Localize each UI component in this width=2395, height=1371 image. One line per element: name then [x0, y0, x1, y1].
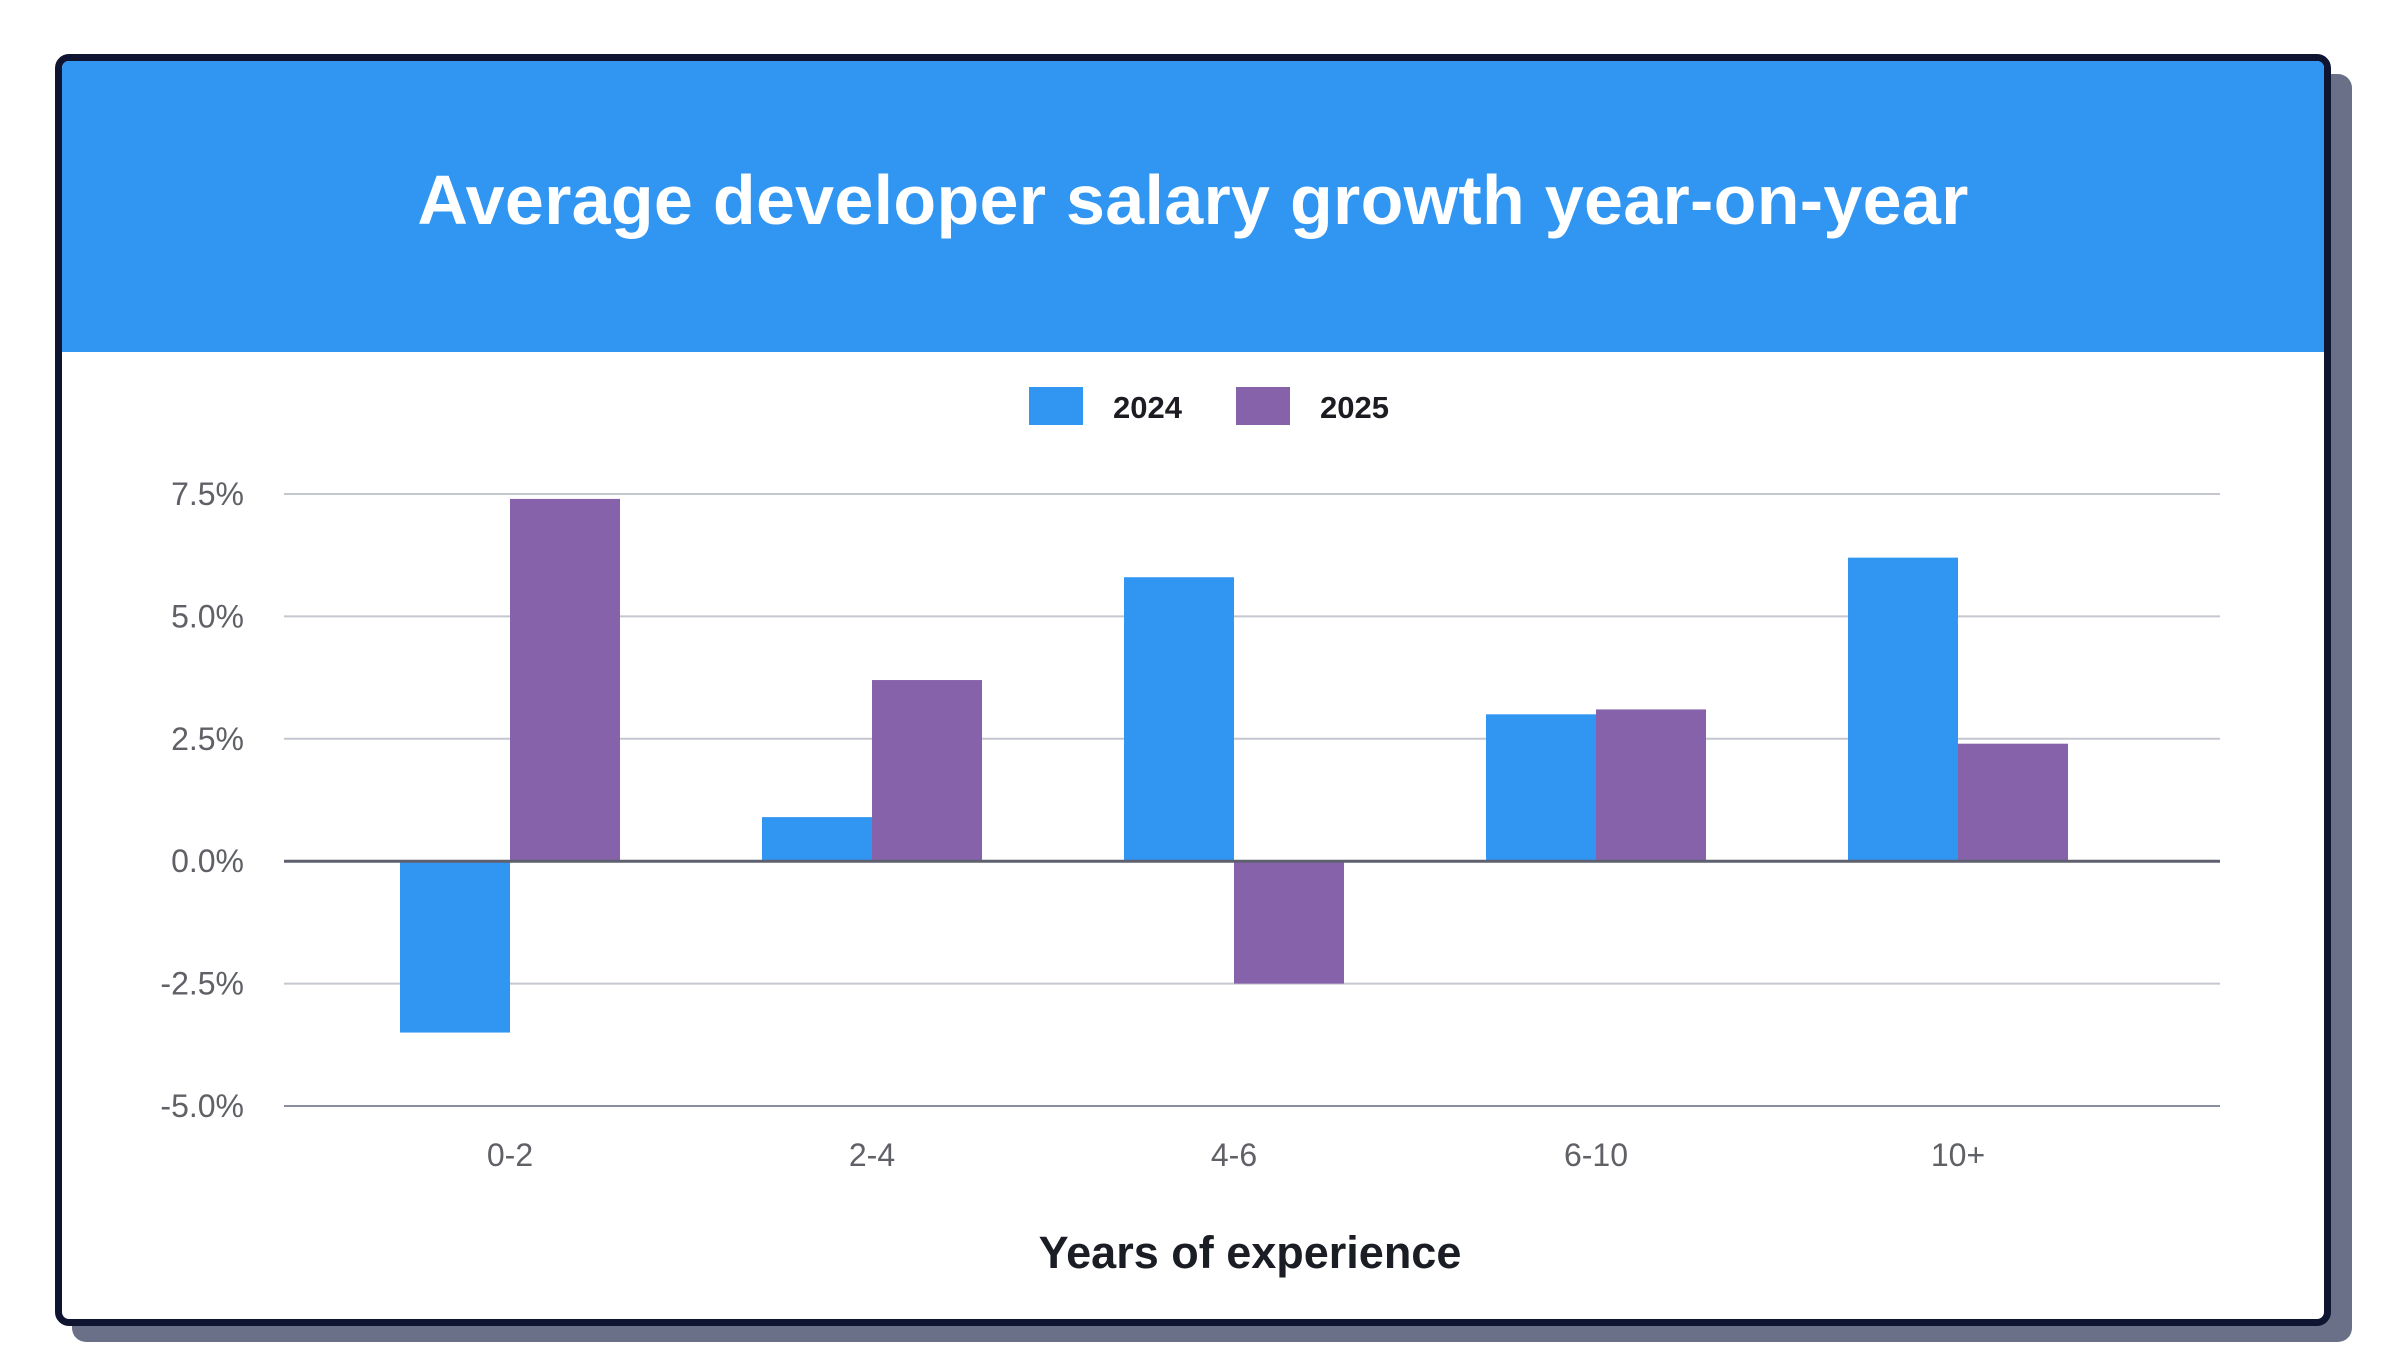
y-tick-label: 2.5% [171, 721, 244, 757]
legend-label-2025: 2025 [1320, 390, 1389, 425]
x-axis-ticks: 0-2 2-4 4-6 6-10 10+ [487, 1137, 1985, 1173]
bar-2024-0-2 [400, 861, 510, 1033]
chart-header: Average developer salary growth year-on-… [62, 61, 2324, 352]
x-tick-label: 10+ [1931, 1137, 1985, 1173]
x-axis-title: Years of experience [1039, 1227, 1462, 1278]
bar-2024-10+ [1848, 557, 1958, 862]
y-tick-label: 5.0% [171, 598, 244, 634]
x-tick-label: 6-10 [1564, 1137, 1628, 1173]
y-tick-label: 0.0% [171, 843, 244, 879]
bars [400, 498, 2068, 1033]
bar-2025-4-6 [1234, 861, 1344, 984]
bar-2024-6-10 [1486, 714, 1596, 862]
bar-2024-4-6 [1124, 577, 1234, 862]
legend-label-2024: 2024 [1113, 390, 1183, 425]
bar-2025-0-2 [510, 498, 620, 862]
y-tick-label: 7.5% [171, 476, 244, 512]
y-axis-ticks: 7.5% 5.0% 2.5% 0.0% -2.5% -5.0% [160, 476, 244, 1124]
bar-2024-2-4 [762, 817, 872, 862]
bar-2025-6-10 [1596, 709, 1706, 862]
bar-2025-10+ [1958, 743, 2068, 862]
legend-swatch-2025 [1236, 387, 1290, 425]
chart-title: Average developer salary growth year-on-… [417, 160, 1969, 239]
y-tick-label: -5.0% [160, 1088, 244, 1124]
legend-swatch-2024 [1029, 387, 1083, 425]
chart-legend: 2024 2025 [1029, 387, 1389, 425]
y-tick-label: -2.5% [160, 966, 244, 1002]
x-tick-label: 2-4 [849, 1137, 895, 1173]
x-tick-label: 0-2 [487, 1137, 533, 1173]
bar-2025-2-4 [872, 680, 982, 862]
x-tick-label: 4-6 [1211, 1137, 1257, 1173]
